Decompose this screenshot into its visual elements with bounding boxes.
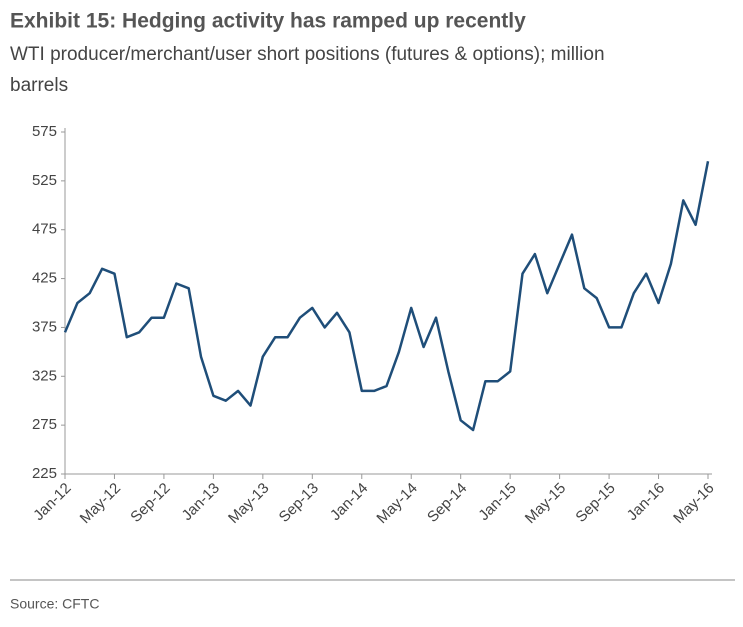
x-tick-label: Sep-15 [572, 480, 618, 526]
y-tick-label: 325 [32, 367, 57, 384]
source: Source: CFTC [10, 596, 99, 612]
x-tick-label: May-13 [225, 480, 272, 527]
x-tick-label: May-15 [522, 480, 569, 527]
x-tick-label: Jan-12 [30, 480, 74, 524]
x-tick-label: Sep-12 [127, 480, 173, 526]
x-tick-label: Sep-13 [276, 480, 322, 526]
x-tick-label: May-12 [77, 480, 124, 527]
y-tick-label: 375 [32, 318, 57, 335]
y-tick-label: 525 [32, 172, 57, 189]
y-tick-label: 225 [32, 465, 57, 482]
x-tick-label: May-16 [670, 480, 717, 527]
chart-subtitle: barrels [10, 75, 68, 96]
chart-title: Exhibit 15: Hedging activity has ramped … [10, 10, 526, 33]
x-tick-label: Sep-14 [424, 480, 470, 526]
x-tick-label: Jan-16 [624, 480, 668, 524]
y-tick-label: 275 [32, 416, 57, 433]
x-tick-label: Jan-14 [327, 480, 371, 524]
y-tick-label: 425 [32, 270, 57, 287]
chart-subtitle: WTI producer/merchant/user short positio… [10, 44, 605, 65]
x-tick-label: Jan-13 [179, 480, 223, 524]
y-tick-label: 475 [32, 221, 57, 238]
x-tick-label: Jan-15 [475, 480, 519, 524]
line [63, 161, 710, 432]
y-tick-label: 575 [32, 123, 57, 140]
x-tick-label: May-14 [373, 480, 420, 527]
